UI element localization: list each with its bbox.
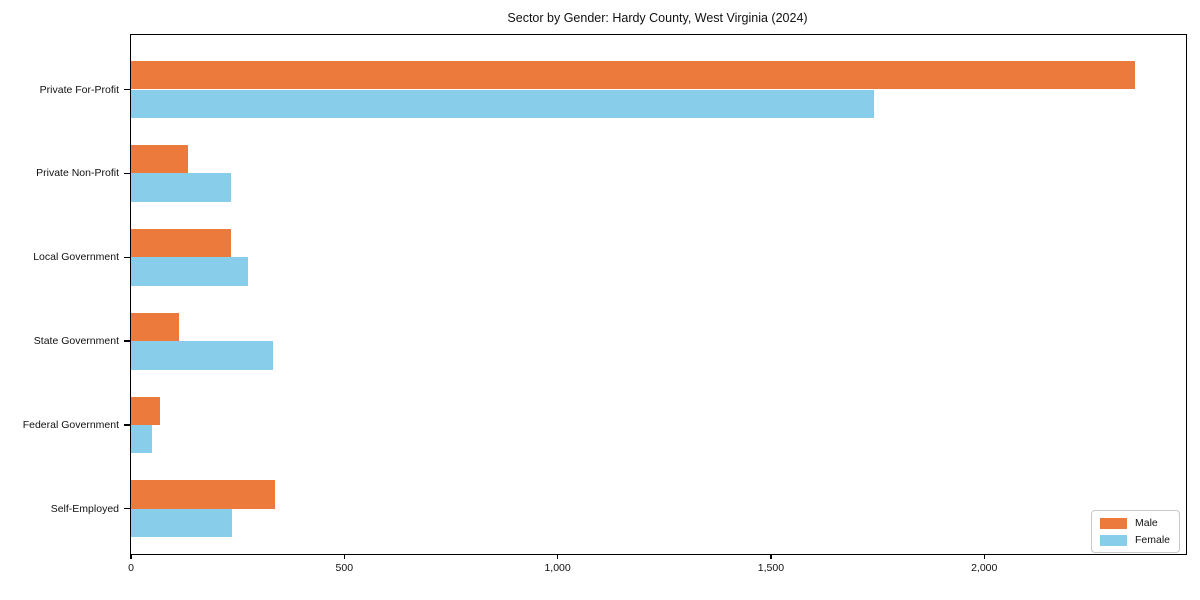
x-axis-tick <box>983 554 985 559</box>
bar-female-local-government <box>131 257 249 286</box>
bar-male-private-non-profit <box>131 144 189 174</box>
y-axis-tick <box>124 256 130 258</box>
bar-male-federal-government <box>131 396 161 425</box>
bar-female-private-non-profit <box>131 173 231 202</box>
bar-female-self-employed <box>131 508 233 538</box>
legend-swatch-female <box>1099 534 1127 546</box>
x-axis-tick <box>130 554 132 559</box>
y-tick-label-private-for-profit: Private For-Profit <box>39 83 119 96</box>
x-axis-tick <box>556 554 559 559</box>
x-tick-label-1-500: 1,500 <box>757 562 785 574</box>
y-axis-tick <box>124 508 130 510</box>
chart-title: Sector by Gender: Hardy County, West Vir… <box>507 11 808 25</box>
x-tick-label-2-000: 2,000 <box>971 562 998 574</box>
bar-male-state-government <box>131 312 179 342</box>
bar-female-federal-government <box>131 424 152 454</box>
x-tick-label-1-000: 1,000 <box>544 562 571 574</box>
legend: Male Female <box>1090 510 1180 553</box>
x-axis-tick <box>343 554 345 559</box>
y-tick-label-private-non-profit: Private Non-Profit <box>36 167 119 180</box>
legend-entry-female: Female <box>1099 534 1170 546</box>
bar-male-local-government <box>131 228 231 258</box>
y-axis-tick <box>124 424 130 426</box>
bar-female-state-government <box>131 341 274 370</box>
y-tick-label-self-employed: Self-Employed <box>50 502 119 515</box>
bar-male-self-employed <box>131 480 276 509</box>
y-axis-tick <box>124 340 130 342</box>
x-tick-label-0: 0 <box>128 562 134 574</box>
x-tick-label-500: 500 <box>335 562 354 574</box>
legend-label-male: Male <box>1134 517 1158 529</box>
y-axis-tick <box>124 172 130 175</box>
legend-label-female: Female <box>1134 534 1170 546</box>
y-tick-label-state-government: State Government <box>33 335 119 348</box>
x-axis-tick <box>770 554 772 559</box>
legend-entry-male: Male <box>1099 517 1170 529</box>
y-tick-label-local-government: Local Government <box>33 251 119 264</box>
y-tick-label-federal-government: Federal Government <box>22 418 119 431</box>
legend-swatch-male <box>1099 517 1127 529</box>
bar-female-private-for-profit <box>131 89 874 118</box>
y-axis-tick <box>124 88 130 91</box>
plot-area: Male Female Private For-Profit Private Non… <box>23 34 1187 574</box>
bar-male-private-for-profit <box>131 61 1136 90</box>
